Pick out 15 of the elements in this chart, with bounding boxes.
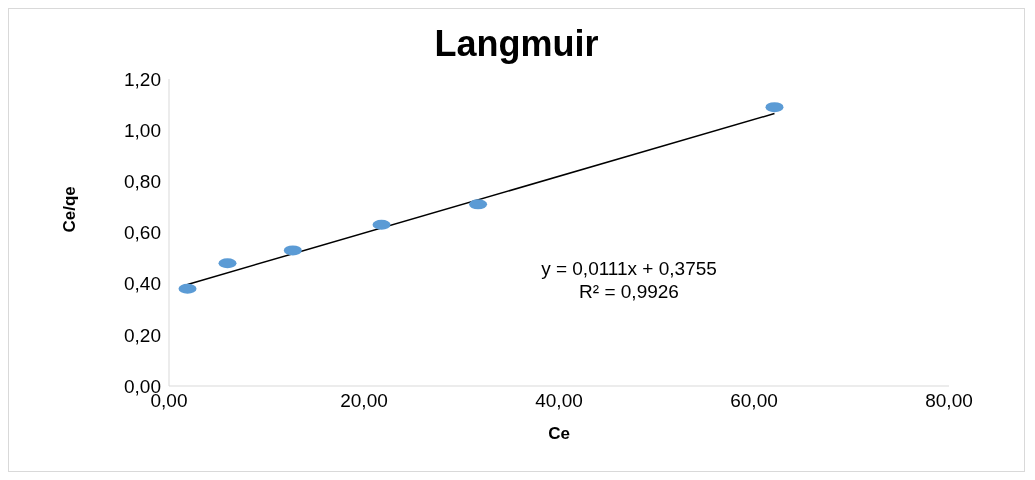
y-tick-label: 1,00 [124,119,161,141]
annotation: y = 0,0111x + 0,3755 [540,257,718,280]
x-tick-label: 20,00 [340,390,388,412]
y-tick-label: 0,40 [124,273,161,295]
x-tick-label: 80,00 [925,390,973,412]
y-tick-label: 0,80 [124,171,161,193]
y-tick-label: 1,20 [124,68,161,90]
x-axis-title: Ce [548,424,570,443]
annotation: R² = 0,9926 [578,280,680,303]
chart-title: Langmuir [433,23,600,65]
x-tick-label: 40,00 [535,390,583,412]
y-axis-title: Ce/qe [60,186,80,233]
y-tick-label: 0,60 [124,222,161,244]
x-tick-label: 60,00 [730,390,778,412]
y-tick-label: 0,20 [124,324,161,346]
